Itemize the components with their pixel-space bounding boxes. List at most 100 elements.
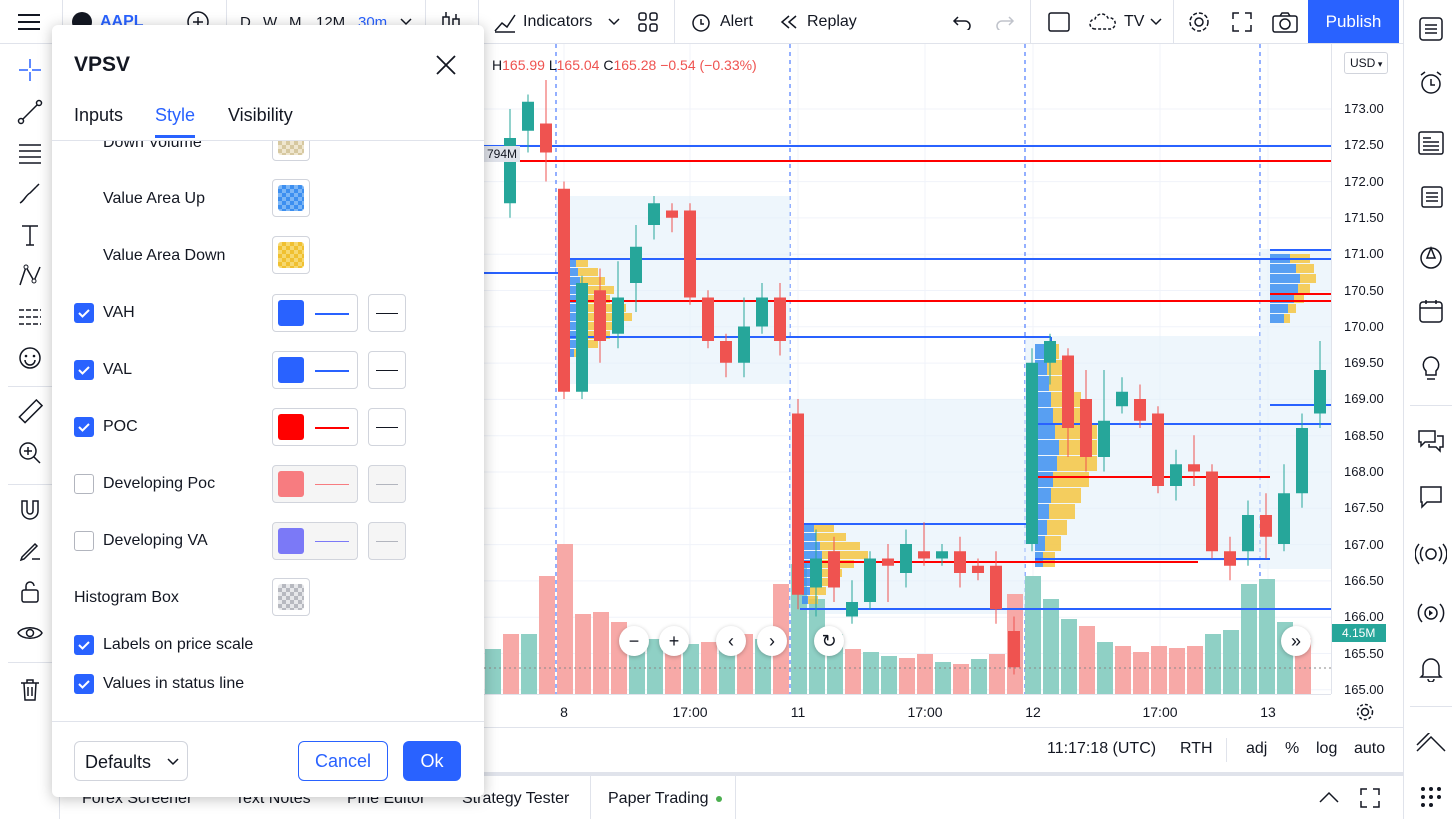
tab-paper-trading[interactable]: Paper Trading <box>608 790 722 808</box>
publish-button[interactable]: Publish <box>1308 0 1399 43</box>
streams-icon[interactable] <box>1414 538 1448 572</box>
smiley-icon[interactable] <box>14 342 46 374</box>
chat-bubble-icon[interactable] <box>1414 480 1448 514</box>
chart-pane[interactable]: H165.99 L165.04 C165.28 −0.54 (−0.33%) 7… <box>484 44 1331 694</box>
undo-icon[interactable] <box>952 0 972 44</box>
poc-checkbox[interactable] <box>74 417 94 437</box>
scroll-left-button[interactable]: ‹ <box>716 626 746 656</box>
price-chart[interactable] <box>484 44 1331 694</box>
price-scale[interactable]: USD ▾ 173.00 172.50 172.00 171.50 171.00 170.… <box>1331 44 1403 697</box>
news-icon[interactable] <box>1414 126 1448 160</box>
pattern-icon[interactable] <box>14 260 46 292</box>
developing-poc-checkbox[interactable] <box>74 474 94 494</box>
adj-toggle[interactable]: adj <box>1246 740 1268 757</box>
scroll-to-realtime-button[interactable]: » <box>1281 626 1311 656</box>
dots-grid-icon[interactable] <box>1414 780 1448 814</box>
currency-dropdown[interactable]: USD ▾ <box>1344 52 1388 74</box>
layout-single-icon[interactable] <box>1048 0 1070 44</box>
crosshair-icon[interactable] <box>14 54 46 86</box>
cancel-button[interactable]: Cancel <box>298 741 388 781</box>
notifications-bell-icon[interactable] <box>1414 652 1448 686</box>
alarm-clock-icon[interactable] <box>1414 66 1448 100</box>
watchlist-icon[interactable] <box>1414 12 1448 46</box>
object-tree-icon[interactable] <box>1414 180 1448 214</box>
utc-clock[interactable]: 11:17:18 (UTC) <box>1047 740 1157 757</box>
scroll-right-button[interactable]: › <box>757 626 787 656</box>
percent-toggle[interactable]: % <box>1285 740 1300 757</box>
val-checkbox[interactable] <box>74 360 94 380</box>
value-area-down-color-swatch[interactable] <box>272 236 310 274</box>
ruler-icon[interactable] <box>14 396 46 428</box>
developing-poc-line-style-picker[interactable] <box>368 465 406 503</box>
collapse-panel-icon[interactable] <box>1318 790 1340 809</box>
ok-button[interactable]: Ok <box>403 741 461 781</box>
cloud-layout-button[interactable]: TV <box>1088 0 1144 44</box>
poc-color-picker[interactable] <box>272 408 358 446</box>
layout-templates-icon[interactable] <box>638 0 658 44</box>
lock-icon[interactable] <box>14 576 46 608</box>
indicators-dropdown-icon[interactable] <box>608 0 620 44</box>
interval-d[interactable]: D <box>240 13 251 31</box>
camera-icon[interactable] <box>1272 0 1298 44</box>
developing-va-color-picker[interactable] <box>272 522 358 560</box>
alert-button[interactable]: Alert <box>690 0 753 44</box>
maximize-panel-icon[interactable] <box>1360 788 1380 813</box>
calendar-icon[interactable] <box>1414 294 1448 328</box>
tab-style[interactable]: Style <box>155 105 196 125</box>
values-in-status-line-checkbox[interactable] <box>74 674 94 694</box>
magnet-icon[interactable] <box>14 494 46 526</box>
tab-strategy-tester[interactable]: Strategy Tester <box>462 790 570 807</box>
poc-line-style-picker[interactable] <box>368 408 406 446</box>
session-button[interactable]: RTH <box>1180 740 1213 757</box>
val-line-style-picker[interactable] <box>368 351 406 389</box>
text-tool-icon[interactable] <box>14 219 46 251</box>
down-volume-color-swatch[interactable] <box>272 141 310 161</box>
vah-color-picker[interactable] <box>272 294 358 332</box>
trend-line-icon[interactable] <box>14 96 46 128</box>
chart-settings-gear-icon[interactable] <box>1355 702 1375 727</box>
indicators-button[interactable]: Indicators <box>493 0 592 44</box>
histogram-box-color-swatch[interactable] <box>272 578 310 616</box>
lightbulb-icon[interactable] <box>1414 352 1448 386</box>
val-color-picker[interactable] <box>272 351 358 389</box>
developing-va-checkbox[interactable] <box>74 531 94 551</box>
labels-on-price-scale-checkbox[interactable] <box>74 635 94 655</box>
vah-line-style-picker[interactable] <box>368 294 406 332</box>
candle-body <box>1116 391 1128 407</box>
auto-toggle[interactable]: auto <box>1354 740 1386 757</box>
replay-button[interactable]: Replay <box>779 0 857 44</box>
volume-bar <box>647 639 663 694</box>
zoom-in-icon[interactable] <box>14 437 46 469</box>
log-toggle[interactable]: log <box>1316 740 1338 757</box>
time-scale[interactable]: 8 17:00 11 17:00 12 17:00 13 <box>484 694 1331 726</box>
brush-icon[interactable] <box>14 178 46 210</box>
connected-dot-icon <box>715 795 722 802</box>
reset-chart-button[interactable]: ↻ <box>814 626 844 656</box>
zoom-out-button[interactable]: − <box>619 626 649 656</box>
prediction-tool-icon[interactable] <box>14 301 46 333</box>
interval-dropdown-icon[interactable] <box>400 0 412 44</box>
fib-retracement-icon[interactable] <box>14 137 46 169</box>
vah-checkbox[interactable] <box>74 303 94 323</box>
tab-inputs[interactable]: Inputs <box>74 105 124 125</box>
eye-icon[interactable] <box>14 617 46 649</box>
developing-va-line-style-picker[interactable] <box>368 522 406 560</box>
tab-visibility[interactable]: Visibility <box>228 105 293 125</box>
redo-icon[interactable] <box>995 0 1015 44</box>
chats-icon[interactable] <box>1414 424 1448 458</box>
defaults-dropdown[interactable]: Defaults <box>74 741 188 781</box>
indicators-label: Indicators <box>523 13 593 30</box>
close-icon[interactable] <box>432 51 460 79</box>
developing-poc-color-picker[interactable] <box>272 465 358 503</box>
ideas-icon[interactable] <box>1414 240 1448 274</box>
zoom-in-button[interactable]: + <box>659 626 689 656</box>
layout-dropdown-icon[interactable] <box>1150 0 1162 44</box>
fullscreen-icon[interactable] <box>1232 0 1252 44</box>
value-area-up-color-swatch[interactable] <box>272 179 310 217</box>
live-play-icon[interactable] <box>1414 596 1448 630</box>
double-chevron-icon[interactable] <box>1414 726 1448 760</box>
main-menu-icon[interactable] <box>18 0 40 44</box>
gear-icon[interactable] <box>1187 0 1211 44</box>
pencil-lock-icon[interactable] <box>14 535 46 567</box>
trash-icon[interactable] <box>14 674 46 706</box>
